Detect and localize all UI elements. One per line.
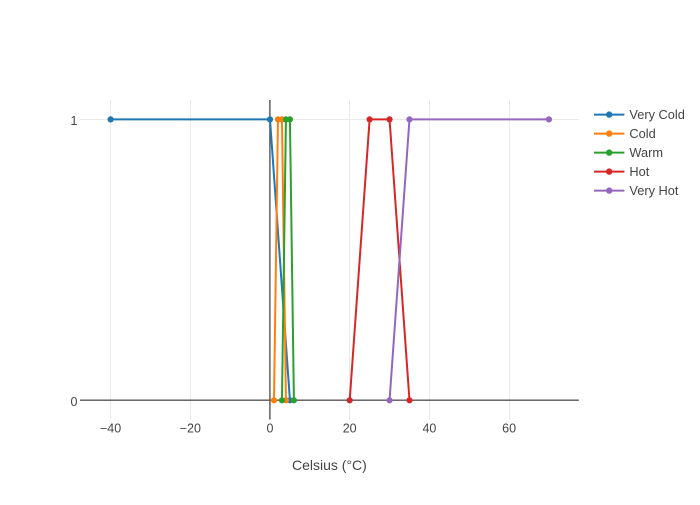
svg-text:60: 60: [502, 421, 516, 435]
svg-text:Very Cold: Very Cold: [629, 107, 684, 122]
svg-text:40: 40: [422, 421, 436, 435]
svg-text:−20: −20: [180, 421, 201, 435]
svg-text:Cold: Cold: [629, 126, 655, 141]
svg-text:−40: −40: [100, 421, 121, 435]
svg-text:Hot: Hot: [629, 164, 649, 179]
svg-text:1: 1: [71, 114, 78, 128]
svg-text:Warm: Warm: [629, 145, 663, 160]
svg-text:20: 20: [343, 421, 357, 435]
svg-text:0: 0: [71, 395, 78, 409]
svg-text:Celsius (°C): Celsius (°C): [292, 457, 367, 473]
svg-text:Very Hot: Very Hot: [629, 183, 679, 198]
svg-text:0: 0: [267, 421, 274, 435]
